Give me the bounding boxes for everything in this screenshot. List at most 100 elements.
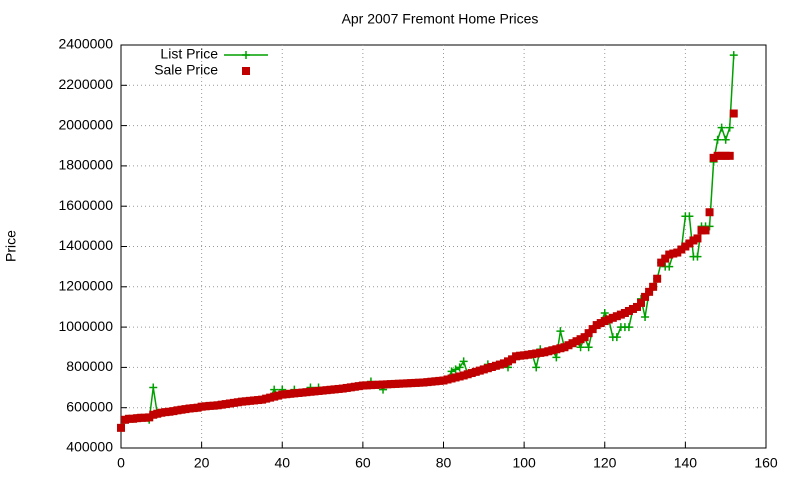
data-point	[193, 403, 202, 412]
data-point	[213, 401, 222, 410]
data-point	[387, 380, 396, 389]
data-point	[443, 375, 452, 384]
data-point	[552, 345, 561, 354]
data-point	[512, 352, 521, 361]
data-point	[701, 226, 710, 235]
data-point	[665, 262, 674, 271]
data-point	[693, 234, 702, 243]
data-point	[258, 395, 267, 404]
data-point	[528, 350, 537, 359]
data-point	[677, 245, 686, 254]
data-point	[399, 379, 408, 388]
data-point	[318, 386, 327, 395]
y-tick-label: 1400000	[58, 237, 113, 253]
data-point	[608, 313, 617, 322]
y-tick-label: 1600000	[58, 197, 113, 213]
data-point	[334, 384, 343, 393]
data-point	[370, 380, 379, 389]
data-point	[411, 378, 420, 387]
data-point	[705, 222, 714, 231]
data-point	[117, 423, 125, 432]
data-point	[568, 339, 577, 348]
data-point	[221, 400, 230, 409]
data-point	[197, 402, 206, 411]
data-point	[153, 409, 162, 418]
data-point	[673, 248, 682, 257]
data-point	[624, 306, 633, 315]
data-point	[612, 333, 621, 342]
data-point	[314, 386, 323, 395]
x-tick-label: 60	[355, 455, 371, 471]
data-point	[326, 385, 335, 394]
data-point	[358, 381, 367, 390]
data-point	[290, 389, 299, 398]
data-point	[141, 413, 150, 422]
data-point	[463, 370, 472, 379]
data-point	[717, 151, 726, 160]
y-tick-label: 600000	[66, 398, 113, 414]
data-point	[721, 135, 730, 144]
x-tick-label: 140	[674, 455, 698, 471]
data-point	[177, 405, 186, 414]
data-point	[161, 408, 170, 417]
data-point	[205, 401, 214, 410]
data-point	[532, 363, 541, 372]
data-point	[375, 380, 383, 389]
data-point	[669, 249, 678, 258]
data-point	[475, 366, 484, 375]
data-point	[556, 327, 565, 336]
data-point	[624, 323, 633, 332]
data-point	[697, 226, 706, 235]
data-point	[467, 369, 476, 378]
data-point	[354, 382, 363, 391]
data-point	[600, 308, 609, 317]
data-point	[455, 372, 464, 381]
data-point	[649, 282, 658, 291]
data-point	[447, 374, 456, 383]
data-point	[407, 379, 416, 388]
data-point	[729, 51, 738, 60]
data-point	[588, 325, 597, 334]
data-point	[536, 348, 545, 357]
data-point	[471, 367, 480, 376]
data-point	[157, 408, 166, 417]
data-point	[451, 373, 460, 382]
data-point	[641, 292, 650, 301]
data-point	[487, 362, 496, 371]
x-tick-label: 20	[194, 455, 210, 471]
data-point	[342, 383, 351, 392]
data-point	[564, 341, 573, 350]
data-point	[633, 302, 641, 311]
y-tick-label: 1200000	[58, 278, 113, 294]
data-point	[362, 381, 371, 390]
data-point	[169, 407, 178, 416]
data-point	[137, 413, 146, 422]
data-point	[709, 153, 718, 162]
data-point	[459, 357, 468, 366]
data-point	[600, 317, 609, 326]
data-point	[641, 313, 650, 322]
data-point	[165, 407, 174, 416]
data-point	[246, 396, 254, 405]
y-tick-label: 2000000	[58, 116, 113, 132]
data-point	[189, 404, 198, 413]
data-point	[431, 377, 440, 386]
data-point	[584, 329, 593, 338]
data-point	[657, 258, 666, 267]
data-point	[383, 380, 392, 389]
data-point	[725, 123, 734, 132]
data-point	[532, 349, 541, 358]
data-point	[306, 387, 315, 396]
data-point	[552, 353, 561, 362]
data-point	[628, 304, 637, 313]
data-point	[229, 398, 238, 407]
data-point	[322, 386, 331, 395]
data-point	[225, 399, 234, 408]
y-tick-label: 2200000	[58, 76, 113, 92]
data-point	[266, 393, 275, 402]
data-point	[209, 401, 218, 410]
data-point	[423, 378, 432, 387]
x-tick-label: 100	[512, 455, 536, 471]
data-point	[419, 378, 428, 387]
